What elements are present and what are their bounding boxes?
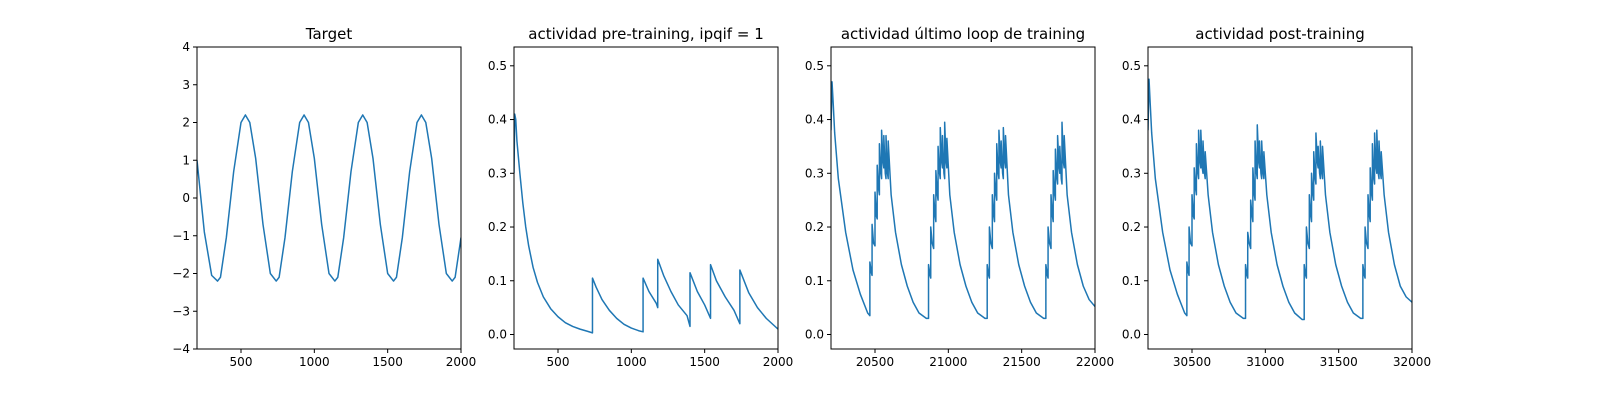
x-tick-label: 500	[230, 355, 253, 369]
y-tick-label: −3	[172, 304, 190, 318]
y-tick-label: 3	[182, 78, 190, 92]
x-tick-label: 20500	[856, 355, 894, 369]
series-line	[831, 81, 1095, 320]
subplot-title: actividad post-training	[1195, 25, 1364, 43]
y-tick-label: −4	[172, 342, 190, 356]
y-tick-label: 4	[182, 40, 190, 54]
y-tick-label: 2	[182, 116, 190, 130]
y-tick-label: 0.5	[805, 59, 824, 73]
subplots: Target 500 1000 1500 2000 −4 −3 −2 −1 0 1 2 3 4 activi…	[172, 25, 1431, 369]
y-tick-label: 0.1	[488, 274, 507, 288]
y-tick-label: 0.0	[488, 327, 507, 341]
series-line	[514, 113, 778, 334]
x-tick-label: 500	[547, 355, 570, 369]
axes-frame	[1147, 46, 1413, 350]
y-tick-label: 0.0	[805, 327, 824, 341]
y-tick-label: 0	[182, 191, 190, 205]
y-tick-label: 0.1	[805, 274, 824, 288]
y-tick-label: 0.2	[1122, 220, 1141, 234]
axes-frame	[830, 46, 1096, 350]
y-tick-label: 0.3	[805, 166, 824, 180]
y-tick-label: −1	[172, 229, 190, 243]
x-tick-label: 30500	[1173, 355, 1211, 369]
subplot-1: Target 500 1000 1500 2000 −4 −3 −2 −1 0 1 2 3 4	[172, 25, 476, 369]
subplot-title: actividad último loop de training	[841, 25, 1085, 43]
x-tick-label: 1500	[372, 355, 403, 369]
y-tick-label: 0.4	[805, 113, 824, 127]
subplot-title: Target	[305, 25, 353, 43]
x-tick-label: 1000	[616, 355, 647, 369]
y-tick-label: 0.3	[488, 166, 507, 180]
y-tick-label: −2	[172, 267, 190, 281]
y-tick-label: 0.2	[805, 220, 824, 234]
x-tick-label: 21000	[929, 355, 967, 369]
subplot-4: actividad post-training 30500 31000 31500 32…	[1122, 25, 1431, 369]
subplot-3: actividad último loop de training 20500 21…	[805, 25, 1114, 369]
x-tick-label: 21500	[1003, 355, 1041, 369]
subplot-2: actividad pre-training, ipqif = 1 500 1000…	[488, 25, 793, 369]
series-line	[197, 114, 461, 282]
series-line	[1148, 78, 1412, 321]
x-tick-label: 2000	[446, 355, 477, 369]
x-tick-label: 1000	[299, 355, 330, 369]
x-tick-label: 1500	[689, 355, 720, 369]
y-tick-label: 0.5	[1122, 59, 1141, 73]
y-tick-label: 0.4	[488, 113, 507, 127]
x-tick-label: 31500	[1320, 355, 1358, 369]
subplot-title: actividad pre-training, ipqif = 1	[528, 25, 764, 43]
y-tick-label: 0.4	[1122, 113, 1141, 127]
y-tick-label: 0.3	[1122, 166, 1141, 180]
y-tick-label: 1	[182, 153, 190, 167]
x-tick-label: 2000	[763, 355, 794, 369]
y-tick-label: 0.1	[1122, 274, 1141, 288]
x-tick-label: 22000	[1076, 355, 1114, 369]
y-tick-label: 0.5	[488, 59, 507, 73]
axes-frame	[513, 46, 779, 350]
y-tick-label: 0.0	[1122, 327, 1141, 341]
x-tick-label: 31000	[1246, 355, 1284, 369]
y-tick-label: 0.2	[488, 220, 507, 234]
x-tick-label: 32000	[1393, 355, 1431, 369]
